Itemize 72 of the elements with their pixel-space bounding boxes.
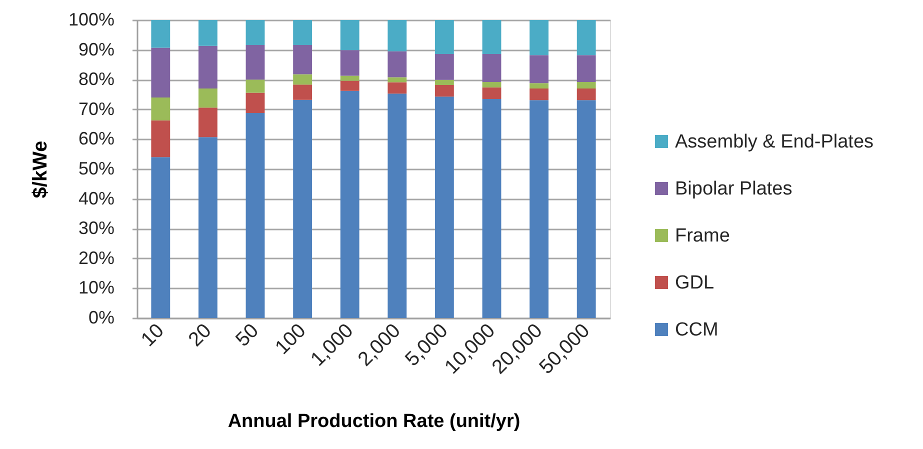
bar [388, 51, 407, 78]
bar [434, 20, 454, 54]
bar [340, 76, 360, 81]
bar [246, 112, 265, 318]
bar [151, 157, 170, 318]
bar [198, 20, 218, 46]
bar [293, 20, 312, 46]
bar [246, 20, 265, 46]
bar [530, 100, 549, 318]
bar [434, 54, 454, 80]
bar [576, 55, 596, 82]
bar [340, 80, 360, 91]
y-tick-label: 10% [78, 278, 114, 298]
y-tick-label: 100% [68, 10, 114, 30]
legend-label: GDL [675, 272, 714, 294]
bar [293, 100, 312, 318]
legend-label: Frame [675, 226, 730, 246]
bar [434, 80, 454, 85]
bar [388, 82, 407, 94]
bar [246, 92, 265, 113]
bar [530, 88, 549, 100]
bar [246, 80, 265, 93]
bar [482, 98, 502, 318]
bar [293, 45, 312, 74]
bar [530, 83, 549, 89]
bar [151, 120, 170, 158]
bar [151, 20, 170, 48]
bar [482, 87, 502, 99]
y-tick-label: 50% [78, 158, 114, 178]
y-tick-label: 20% [78, 248, 114, 268]
y-tick-label: 90% [78, 39, 114, 60]
bar [340, 20, 360, 50]
bar [482, 20, 502, 54]
bar [198, 108, 218, 138]
bar [576, 100, 596, 318]
bar [530, 20, 549, 56]
bar [151, 97, 170, 120]
bar [388, 77, 407, 82]
y-axis-title: $/kWe [29, 140, 52, 198]
y-tick-label: 40% [78, 188, 114, 208]
bar [198, 137, 218, 318]
bar [530, 55, 549, 84]
bar [434, 96, 454, 318]
bar [576, 82, 596, 89]
x-axis-title: Annual Production Rate (unit/yr) [228, 410, 520, 432]
bar [198, 88, 218, 108]
bar [198, 46, 218, 89]
bar [576, 88, 596, 100]
y-tick-label: 60% [78, 128, 114, 149]
x-tick-label: 20 [184, 320, 216, 352]
bar [388, 20, 407, 52]
bar [340, 90, 360, 318]
bar [293, 74, 312, 85]
y-tick-label: 70% [78, 98, 114, 119]
bar [434, 84, 454, 97]
legend-label: CCM [675, 320, 718, 340]
bar [482, 54, 502, 82]
bar [340, 50, 360, 76]
bar [151, 48, 170, 98]
legend-label: Assembly & End-Plates [675, 132, 874, 152]
y-tick-label: 30% [78, 218, 114, 238]
bar [576, 20, 596, 56]
bar [482, 82, 502, 88]
x-tick-label: 10 [137, 320, 168, 352]
legend-label: Bipolar Plates [675, 178, 792, 200]
y-tick-label: 0% [88, 308, 114, 328]
bar [246, 45, 265, 80]
x-tick-label: 50 [232, 320, 264, 352]
x-tick-label: 100 [271, 320, 310, 359]
bar [388, 94, 407, 318]
bar [293, 84, 312, 100]
y-tick-label: 80% [78, 69, 114, 90]
